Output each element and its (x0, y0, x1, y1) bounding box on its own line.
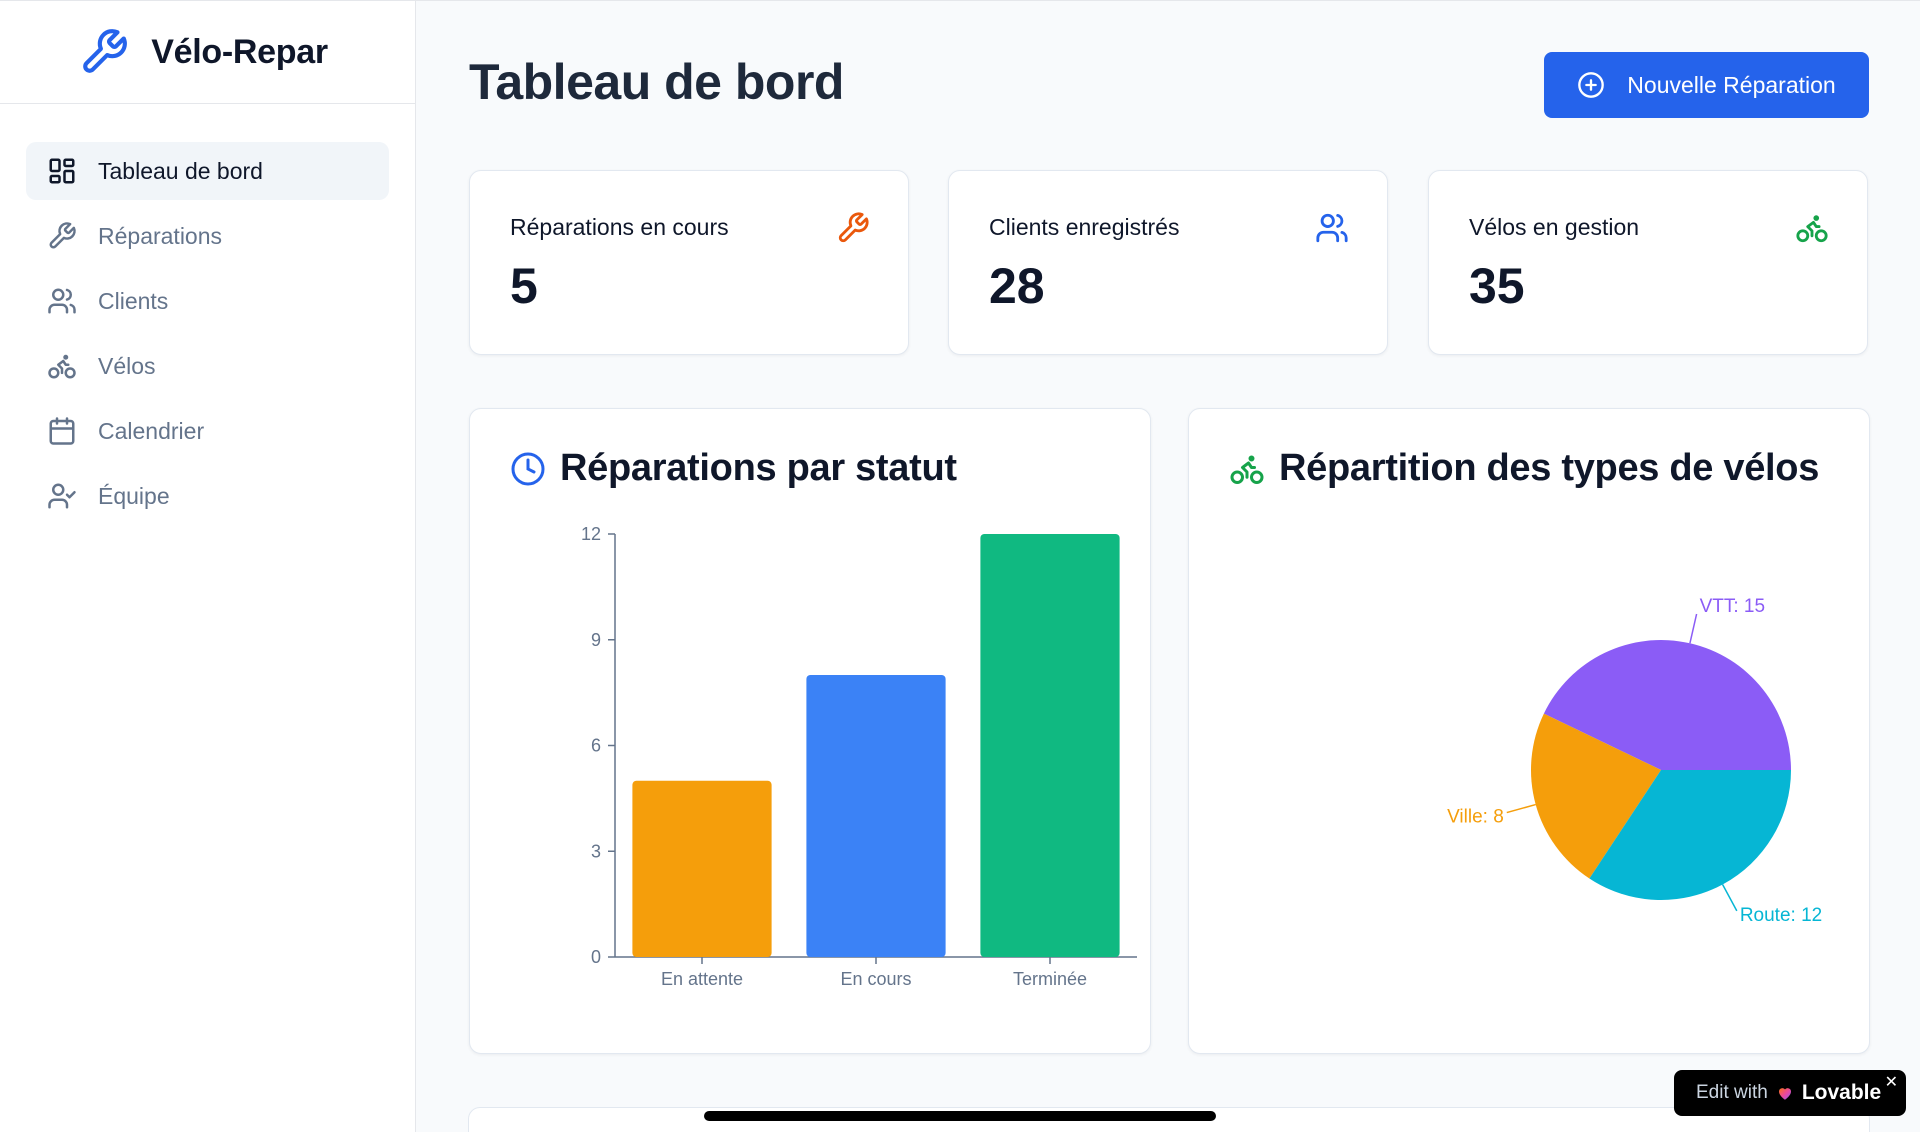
y-tick-label: 9 (591, 630, 601, 650)
stat-card-bikes: Vélos en gestion 35 (1428, 170, 1868, 355)
wrench-icon (83, 29, 128, 73)
pie-label: Ville: 8 (1447, 807, 1504, 828)
bike-icon (1230, 455, 1264, 484)
pie-slice-vtt (1543, 640, 1791, 770)
sidebar-item-label: Tableau de bord (98, 157, 263, 184)
stat-label: Vélos en gestion (1469, 214, 1640, 240)
lovable-edit-text: Edit with (1696, 1082, 1768, 1103)
brand[interactable]: Vélo-Repar (0, 1, 415, 104)
status-chart-title: Réparations par statut (560, 447, 957, 489)
pie-chart: VTT: 15 Ville: 8 Route: 12 (1447, 596, 1822, 926)
bar-en-attente (632, 780, 772, 957)
main-content: Tableau de bord Nouvelle Réparation Répa… (416, 1, 1920, 1132)
x-tick-label: En cours (840, 969, 911, 989)
pie-slice-ville (1531, 713, 1661, 879)
wrench-icon (838, 212, 869, 243)
panel-title: Réparations par statut (510, 447, 957, 490)
stat-card-repairs: Réparations en cours 5 (469, 170, 909, 355)
stat-value: 28 (989, 258, 1045, 314)
clock-icon (511, 452, 545, 485)
pie-leader-line (1506, 803, 1536, 814)
sidebar-item-clients[interactable]: Clients (26, 272, 389, 330)
users-icon (1316, 213, 1348, 243)
x-tick-label: En attente (661, 969, 743, 989)
sidebar-nav: Tableau de bord Réparations Clients Vélo… (0, 104, 415, 525)
new-repair-button[interactable]: Nouvelle Réparation (1544, 52, 1869, 118)
sidebar: Vélo-Repar Tableau de bord Réparations C… (0, 1, 416, 1132)
new-repair-label: Nouvelle Réparation (1627, 71, 1836, 98)
bike-types-panel: Répartition des types de vélos VTT: 15 Vi… (1188, 408, 1870, 1054)
app-name: Vélo-Repar (151, 32, 328, 71)
lovable-badge[interactable]: Edit with Lovable ✕ (1674, 1070, 1906, 1116)
close-icon[interactable]: ✕ (1884, 1074, 1898, 1091)
stat-label: Clients enregistrés (989, 214, 1180, 240)
stat-value: 5 (510, 258, 538, 314)
y-tick-label: 6 (591, 736, 601, 756)
x-tick-label: Terminée (1013, 969, 1087, 989)
y-tick-label: 0 (591, 947, 601, 967)
bike-types-title: Répartition des types de vélos (1279, 447, 1820, 489)
dashboard-grid-icon (46, 155, 78, 187)
page-title: Tableau de bord (469, 54, 844, 110)
sidebar-item-label: Calendrier (98, 417, 205, 444)
user-check-icon (46, 480, 78, 512)
y-tick-label: 3 (591, 841, 601, 861)
wrench-icon (46, 220, 78, 252)
bar-en-cours (806, 675, 946, 957)
panel-title: Répartition des types de vélos (1229, 447, 1819, 490)
sidebar-item-dashboard[interactable]: Tableau de bord (26, 142, 389, 200)
pie-leader-line (1721, 884, 1738, 912)
bar-chart: 0 3 6 9 12 En attente En cours Terminée (581, 524, 1137, 989)
bike-icon (46, 350, 78, 382)
stat-value: 35 (1469, 258, 1525, 314)
home-indicator[interactable] (704, 1111, 1216, 1121)
pie-leader-line (1689, 613, 1698, 644)
pie-slice-route (1589, 770, 1791, 900)
status-chart-panel: Réparations par statut 0 3 6 9 12 En attente E… (469, 408, 1151, 1054)
stat-label: Réparations en cours (510, 214, 729, 240)
pie-label: VTT: 15 (1700, 596, 1765, 617)
sidebar-item-calendar[interactable]: Calendrier (26, 402, 389, 460)
plus-circle-icon (1578, 72, 1605, 98)
users-icon (46, 285, 78, 317)
sidebar-item-label: Équipe (98, 482, 170, 509)
lovable-brand: Lovable (1801, 1081, 1882, 1104)
sidebar-item-repairs[interactable]: Réparations (26, 207, 389, 265)
sidebar-item-team[interactable]: Équipe (26, 467, 389, 525)
stat-card-clients: Clients enregistrés 28 (948, 170, 1388, 355)
sidebar-item-label: Clients (98, 287, 169, 314)
sidebar-item-bikes[interactable]: Vélos (26, 337, 389, 395)
calendar-icon (46, 415, 78, 447)
y-tick-label: 12 (581, 524, 601, 544)
lovable-heart-icon (1778, 1088, 1791, 1100)
bike-icon (1796, 215, 1828, 243)
sidebar-item-label: Vélos (98, 352, 156, 379)
bar-terminée (980, 534, 1120, 957)
sidebar-item-label: Réparations (98, 222, 223, 249)
pie-label: Route: 12 (1740, 905, 1822, 926)
